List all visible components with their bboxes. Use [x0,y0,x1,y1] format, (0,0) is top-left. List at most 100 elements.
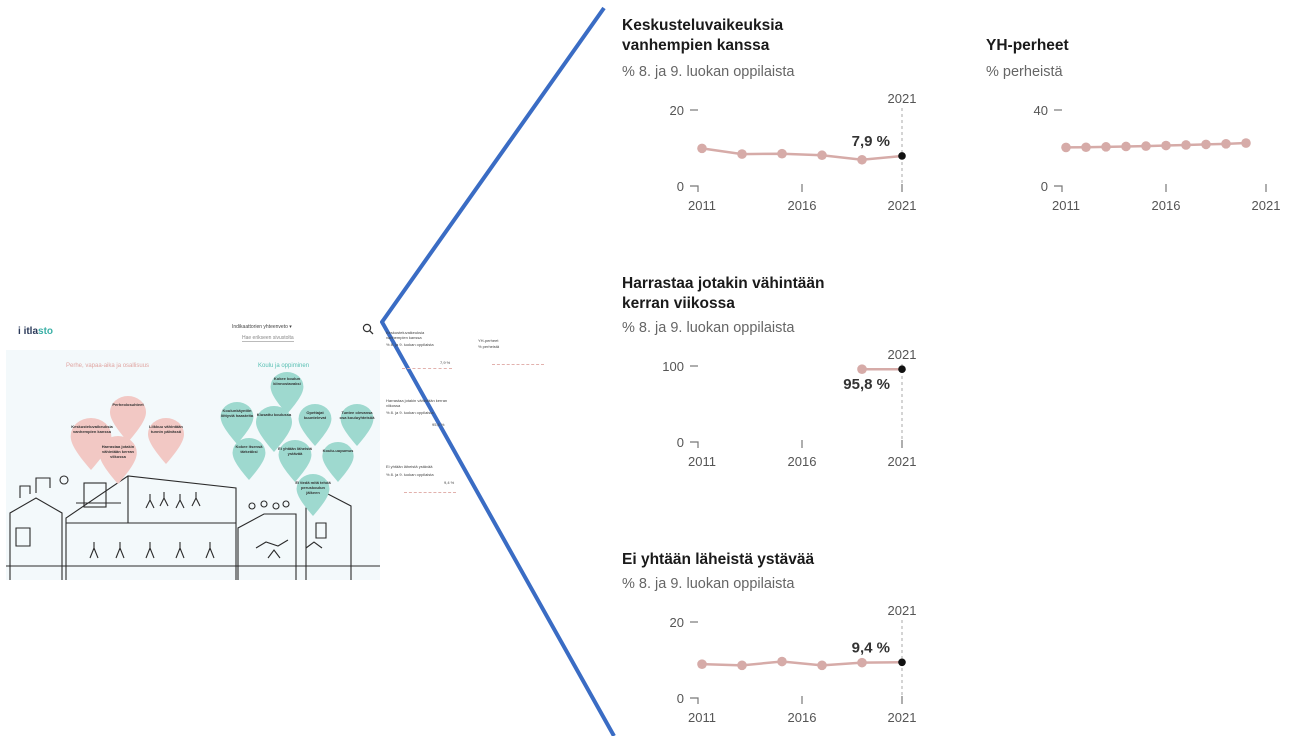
data-point [1161,140,1171,151]
highlight-point [898,365,906,373]
teal-drop-8[interactable] [322,442,354,482]
teal-drop-6[interactable] [232,438,266,480]
mini-chart-preview: Keskusteluvaikeuksia vanhempien kanssa %… [386,330,556,520]
teal-drop-label-5: Tuntee olevansa osa kouluyhteisöä [339,410,375,420]
series-line [701,147,903,162]
chart-title: Harrastaa jotakin vähintään kerran viiko… [622,275,825,312]
chart-subtitle: % 8. ja 9. luokan oppilaista [622,320,795,336]
chart-panel-no-close-friend: Ei yhtään läheistä ystävää % 8. ja 9. lu… [622,550,942,736]
chart-title: Ei yhtään läheistä ystävää [622,551,815,568]
value-label: 7,9 % [852,133,890,150]
chart-panel-single-parent: YH-perheet % perheistä 0 40 2011 2016 2021 [986,16,1286,226]
data-point [817,150,827,161]
y-tick-label: 20 [670,615,684,630]
teal-drop-label-6: Kokee itsensä tärkeäksi [235,444,263,454]
x-tick-label: 2016 [1152,198,1181,213]
chevron-down-icon: ▾ [289,324,292,330]
itlasto-logo[interactable]: i itlasto [18,326,53,337]
data-point [777,656,787,667]
y-tick-label: 0 [677,179,684,194]
teal-drop-label-1: Kokee koulun kiinnostavaksi [273,376,301,386]
x-tick-label: 2021 [888,454,917,469]
teal-drop-9[interactable] [296,474,330,516]
teal-drop-label-4: Opettajat kuuntelevat [303,410,327,420]
teal-drop-4[interactable] [298,404,332,446]
data-point [737,149,747,159]
y-axis-corner [1054,185,1063,192]
pink-drop-label-3: Liikkuu vähintään tunnin päivässä [149,424,183,434]
mini-sub-3: % 8. ja 9. luokan oppilaista [386,410,434,415]
data-point [697,659,707,669]
chart-title: YH-perheet [986,37,1069,54]
chart-subtitle: % perheistä [986,64,1063,80]
pink-drop-label-2: Keskusteluvaikeuksia vanhempien kanssa [71,424,113,434]
indicator-select[interactable]: Indikaattorien yhteenveto ▾ [232,324,292,330]
data-point [1181,140,1191,150]
data-point [1101,142,1111,152]
data-point [1141,141,1151,151]
section-title-family: Perhe, vapaa-aika ja osallisuus [66,363,150,369]
y-tick-label: 0 [677,691,684,706]
data-point [1201,139,1211,150]
teal-drop-label-9: Ei tiedä mitä tehdä peruskoulun jälkeen [295,480,331,495]
section-title-school: Koulu ja oppiminen [258,363,310,369]
teal-drop-1[interactable] [270,372,304,414]
data-point [1061,142,1071,153]
pink-drop-3[interactable] [148,418,184,464]
pink-drop-4[interactable] [98,436,138,484]
data-point [1121,141,1131,152]
teal-drop-3[interactable] [256,406,292,452]
data-point [737,660,747,671]
chart-panel-hobbies: Harrastaa jotakin vähintään kerran viiko… [622,274,942,484]
teal-drop-5[interactable] [340,404,374,446]
data-point [1081,142,1091,153]
search-icon[interactable] [362,323,374,335]
teal-drop-label-2: Koulunkäyntiin liittyviä haasteita [220,408,254,418]
line-chart-parent-difficulties: 0 20 2011 2016 2021 2021 7,9 % [670,91,917,213]
city-illustration [6,475,380,580]
y-tick-label: 20 [670,103,684,118]
search-link[interactable]: Hae erikseen sivustolta [242,335,294,342]
x-tick-label: 2011 [688,710,716,725]
value-label: 95,8 % [843,376,890,393]
mini-line-4 [404,492,456,493]
mini-title-1: Keskusteluvaikeuksia vanhempien kanssa [386,330,425,340]
logo-accent: sto [38,326,54,337]
mini-line-1 [402,368,452,369]
x-tick-label: 2011 [1052,198,1080,213]
data-point [777,148,787,159]
pink-drop-label-1: Perheolosuhteet [112,402,144,407]
x-tick-label: 2016 [788,710,817,725]
mini-sub-4: % 8. ja 9. luokan oppilaista [386,472,434,477]
y-axis-corner [690,441,699,448]
teal-drop-label-7: Ei yhtään läheistä ystävää [278,446,312,456]
x-tick-label: 2011 [688,198,716,213]
line-chart-single-parent: 0 40 2011 2016 2021 [1034,103,1281,213]
pink-drop-1[interactable] [110,396,146,442]
highlight-year-label: 2021 [888,603,917,618]
mini-title-4: Ei yhtään läheistä ystävää [386,464,433,469]
y-tick-label: 0 [677,435,684,450]
mini-title-2: YH-perheet [478,338,499,343]
thumbnail-header: i itlasto Indikaattorien yhteenveto ▾ Ha… [6,318,380,350]
x-tick-label: 2011 [688,454,716,469]
highlight-year-label: 2021 [888,91,917,106]
x-tick-label: 2016 [788,198,817,213]
mini-sub-2: % perheistä [478,344,500,349]
data-point [817,660,827,671]
mini-title-3: Harrastaa jotakin vähintään kerran viiko… [386,398,448,408]
logo-prefix: i [18,326,21,337]
y-tick-label: 40 [1034,103,1048,118]
y-axis-corner [690,185,699,192]
value-label: 9,4 % [852,639,890,656]
x-tick-label: 2021 [888,198,917,213]
indicator-select-label: Indikaattorien yhteenveto [232,324,288,330]
teal-drop-7[interactable] [278,440,312,482]
x-tick-label: 2016 [788,454,817,469]
highlight-point [898,658,906,667]
teal-drop-2[interactable] [220,402,254,444]
mini-value-1: 7,9 % [440,360,451,365]
line-chart-no-close-friend: 0 20 2011 2016 2021 2021 9,4 % [670,603,917,725]
data-point [857,364,867,374]
pink-drop-label-4: Harrastaa jotakin vähintään kerran viiko… [101,444,135,459]
